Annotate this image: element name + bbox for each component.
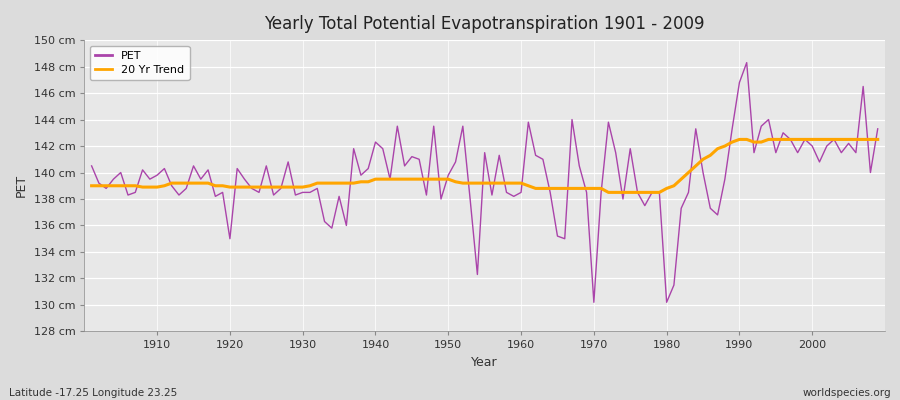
- Text: Latitude -17.25 Longitude 23.25: Latitude -17.25 Longitude 23.25: [9, 388, 177, 398]
- PET: [144, 177, 155, 182]
- PET: [86, 164, 97, 168]
- 20 Yr Trend: [516, 181, 526, 186]
- PET: [516, 190, 526, 195]
- Line: 20 Yr Trend: 20 Yr Trend: [92, 140, 878, 192]
- Legend: PET, 20 Yr Trend: PET, 20 Yr Trend: [90, 46, 190, 80]
- PET: [610, 150, 621, 155]
- PET: [304, 190, 315, 195]
- 20 Yr Trend: [734, 137, 745, 142]
- 20 Yr Trend: [603, 190, 614, 195]
- Text: worldspecies.org: worldspecies.org: [803, 388, 891, 398]
- 20 Yr Trend: [304, 183, 315, 188]
- Title: Yearly Total Potential Evapotranspiration 1901 - 2009: Yearly Total Potential Evapotranspiratio…: [265, 15, 705, 33]
- PET: [589, 300, 599, 305]
- Y-axis label: PET: PET: [15, 174, 28, 197]
- PET: [508, 194, 519, 199]
- PET: [348, 146, 359, 151]
- 20 Yr Trend: [610, 190, 621, 195]
- PET: [742, 60, 752, 65]
- X-axis label: Year: Year: [472, 356, 498, 369]
- Line: PET: PET: [92, 63, 878, 302]
- 20 Yr Trend: [348, 181, 359, 186]
- 20 Yr Trend: [144, 185, 155, 190]
- 20 Yr Trend: [508, 181, 519, 186]
- PET: [872, 126, 883, 131]
- 20 Yr Trend: [86, 183, 97, 188]
- 20 Yr Trend: [872, 137, 883, 142]
